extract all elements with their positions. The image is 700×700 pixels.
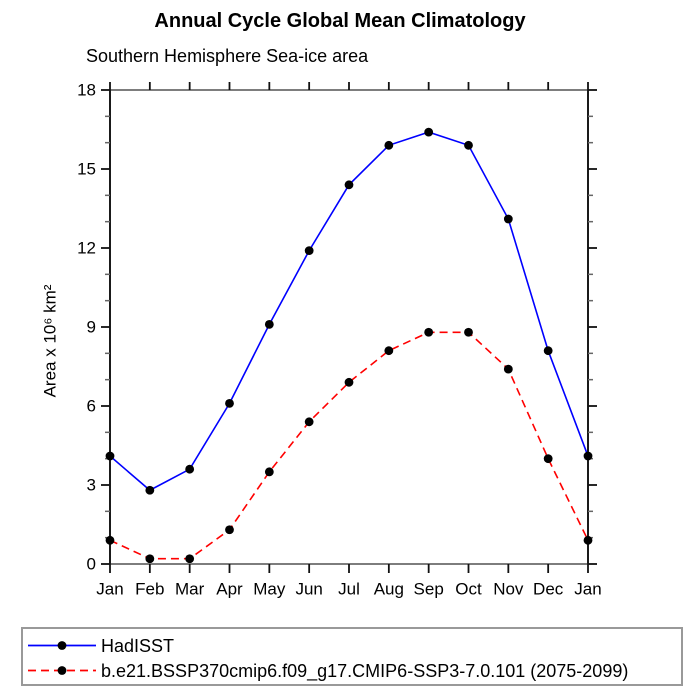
x-axis-tick-label: Mar <box>175 580 205 599</box>
legend-row-model: b.e21.BSSP370cmip6.f09_g17.CMIP6-SSP3-7.… <box>25 658 681 683</box>
legend-label-model: b.e21.BSSP370cmip6.f09_g17.CMIP6-SSP3-7.… <box>101 660 629 681</box>
x-axis-tick-label: Nov <box>493 580 524 599</box>
data-point-marker-s0 <box>424 127 434 137</box>
data-point-marker-s1 <box>225 525 234 535</box>
model-sample-marker-icon <box>57 666 67 675</box>
legend-box: HadISST b.e21.BSSP370cmip6.f09_g17.CMIP6… <box>21 627 683 686</box>
model-line-sample-icon <box>28 666 96 675</box>
y-axis-tick-label: 9 <box>87 318 96 337</box>
y-axis-tick-label: 15 <box>77 160 96 179</box>
data-point-marker-s0 <box>583 451 593 461</box>
y-axis-title: Area x 10⁶ km² <box>41 284 60 397</box>
hadisst-sample-marker-icon <box>57 641 67 650</box>
x-axis-tick-label: Jun <box>295 580 322 599</box>
data-point-marker-s1 <box>424 327 434 337</box>
data-point-marker-s0 <box>503 214 513 224</box>
data-point-marker-s0 <box>384 140 394 150</box>
data-point-marker-s1 <box>145 554 155 564</box>
x-axis-tick-label: Jan <box>574 580 601 599</box>
x-axis-tick-label: Jul <box>338 580 360 599</box>
legend-label-hadisst: HadISST <box>101 635 175 656</box>
data-point-marker-s1 <box>543 454 553 464</box>
y-axis-tick-label: 6 <box>87 397 96 416</box>
data-point-marker-s1 <box>304 417 314 427</box>
data-point-marker-s0 <box>225 398 234 408</box>
x-axis-tick-label: Sep <box>414 580 444 599</box>
series-line-1 <box>109 331 589 560</box>
data-point-marker-s1 <box>105 535 115 545</box>
data-point-marker-s0 <box>264 319 274 329</box>
data-point-marker-s1 <box>503 364 513 374</box>
data-point-marker-s0 <box>304 246 314 256</box>
y-axis-tick-label: 3 <box>87 476 96 495</box>
data-point-marker-s0 <box>185 464 195 474</box>
y-axis-tick-label: 0 <box>87 555 96 574</box>
x-axis-tick-label: Jan <box>96 580 123 599</box>
data-point-marker-s0 <box>464 140 473 150</box>
data-point-marker-s1 <box>464 327 473 337</box>
x-axis-tick-label: May <box>253 580 286 599</box>
data-point-marker-s0 <box>344 180 354 190</box>
chart-title: Annual Cycle Global Mean Climatology <box>154 10 526 32</box>
x-axis-tick-label: Dec <box>533 580 564 599</box>
x-axis-tick-label: Aug <box>374 580 404 599</box>
x-axis-tick-label: Feb <box>135 580 164 599</box>
chart-subtitle: Southern Hemisphere Sea-ice area <box>86 46 369 66</box>
hadisst-line-sample-icon <box>28 641 96 650</box>
data-point-marker-s1 <box>264 467 274 477</box>
x-axis-tick-label: Apr <box>216 580 243 599</box>
data-point-marker-s1 <box>185 554 195 564</box>
data-point-marker-s0 <box>543 346 553 356</box>
x-axis-tick-label: Oct <box>455 580 482 599</box>
data-point-marker-s0 <box>105 451 115 461</box>
y-axis-tick-label: 18 <box>77 81 96 100</box>
y-axis-tick-label: 12 <box>77 239 96 258</box>
data-point-marker-s1 <box>344 377 354 387</box>
data-point-marker-s0 <box>145 485 155 495</box>
data-point-marker-s1 <box>384 346 394 356</box>
legend-row-hadisst: HadISST <box>25 633 681 658</box>
data-point-marker-s1 <box>583 535 593 545</box>
